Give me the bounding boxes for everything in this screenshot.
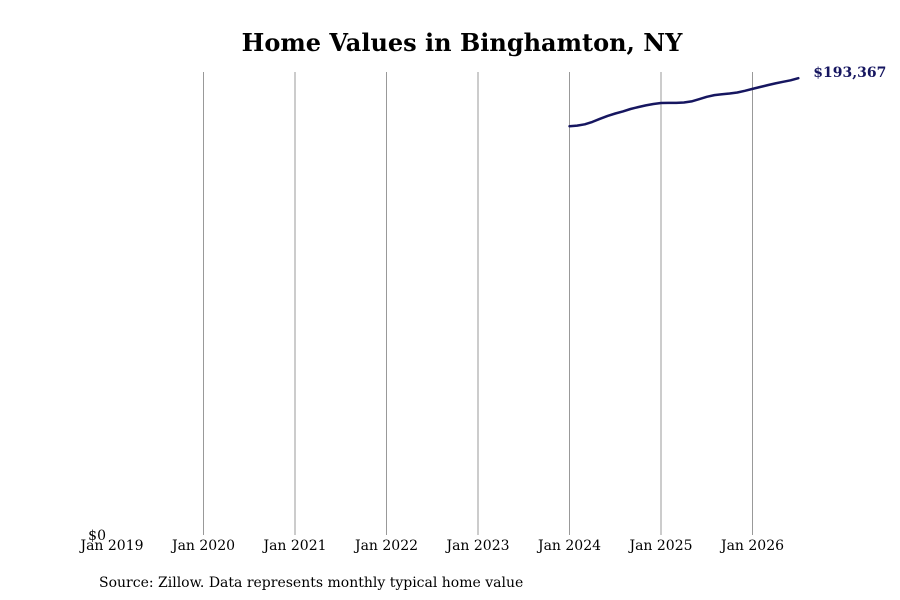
x-tick-label: Jan 2026 xyxy=(719,538,784,554)
series-layer xyxy=(568,76,800,128)
y-axis-tick-labels: $0 xyxy=(88,528,106,544)
chart-title: Home Values in Binghamton, NY xyxy=(242,28,684,57)
x-tick-label: Jan 2019 xyxy=(78,538,143,554)
x-tick-label: Jan 2021 xyxy=(261,538,326,554)
source-note: Source: Zillow. Data represents monthly … xyxy=(99,575,523,591)
x-tick-label: Jan 2022 xyxy=(353,538,418,554)
gridlines xyxy=(203,72,753,535)
y-tick-label: $0 xyxy=(88,528,106,544)
x-tick-label: Jan 2024 xyxy=(536,538,601,554)
home-value-line xyxy=(568,76,800,128)
latest-value-label: $193,367 xyxy=(813,65,886,81)
x-axis-tick-labels: Jan 2019 Jan 2020 Jan 2021 Jan 2022 Jan 2023… xyxy=(78,538,784,554)
x-tick-label: Jan 2020 xyxy=(170,538,235,554)
x-tick-label: Jan 2025 xyxy=(627,538,692,554)
x-tick-label: Jan 2023 xyxy=(444,538,509,554)
